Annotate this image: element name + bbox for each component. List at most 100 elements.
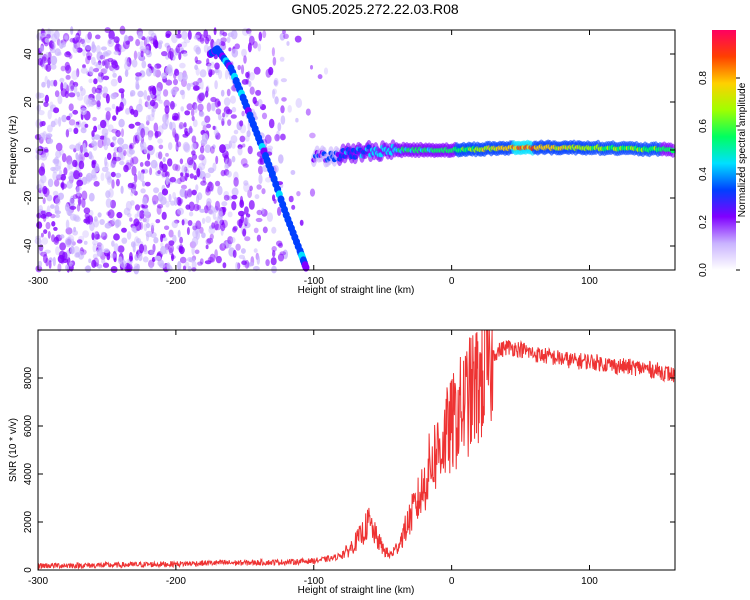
spectrogram-speckle	[98, 247, 103, 254]
spectrogram-speckle	[228, 47, 232, 52]
spectrogram-speckle	[189, 82, 196, 87]
spectrogram-speckle	[57, 192, 64, 200]
x-tick-label: -300	[28, 576, 48, 587]
spectrogram-speckle	[238, 254, 245, 259]
spectrogram-speckle	[205, 244, 209, 250]
spectrogram-speckle	[149, 264, 153, 271]
spectrogram-speckle	[132, 187, 136, 195]
spectrogram-speckle	[43, 101, 49, 108]
spectrogram-speckle	[262, 30, 267, 39]
spectrogram-speckle	[213, 220, 219, 231]
spectrogram-speckle	[187, 220, 193, 226]
spectrogram-speckle	[45, 257, 49, 267]
spectrogram-speckle	[68, 103, 74, 111]
spectrogram-speckle	[112, 72, 117, 78]
spectrogram-speckle	[164, 105, 170, 114]
spectrogram-speckle	[101, 46, 107, 51]
spectrogram-speckle	[254, 194, 260, 200]
spectrogram-speckle	[248, 200, 255, 210]
spectrogram-speckle	[70, 246, 75, 255]
spectrogram-speckle	[219, 31, 223, 37]
spectrogram-speckle	[157, 40, 164, 45]
spectrogram-speckle	[242, 228, 247, 237]
spectrogram-speckle	[151, 194, 159, 205]
spectrogram-speckle	[150, 38, 157, 45]
spectrogram-speckle	[99, 55, 106, 60]
spectrogram-speckle	[291, 204, 296, 210]
spectrogram-speckle	[98, 72, 104, 77]
spectrogram-speckle	[170, 88, 178, 96]
spectrogram-speckle	[111, 128, 119, 134]
spectrogram-speckle	[309, 188, 316, 197]
spectrogram-speckle	[239, 120, 244, 127]
spectrogram-speckle	[237, 146, 243, 156]
spectrogram-speckle	[227, 211, 233, 218]
spectrogram-speckle	[191, 142, 197, 151]
spectrogram-speckle	[118, 88, 125, 94]
spectrogram-speckle	[157, 170, 161, 175]
spectrogram-speckle	[214, 223, 222, 231]
spectrogram-speckle	[90, 155, 94, 161]
spectrogram-speckle	[41, 81, 46, 88]
spectrogram-speckle	[37, 58, 44, 66]
spectrogram-speckle	[92, 116, 97, 122]
spectrogram-speckle	[92, 243, 97, 253]
spectrogram-speckle	[72, 159, 78, 168]
spectrogram-speckle	[323, 67, 329, 75]
spectrogram-speckle	[204, 260, 212, 265]
spectrogram-speckle	[216, 215, 223, 226]
spectrogram-speckle	[162, 237, 168, 242]
spectrogram-speckle	[174, 133, 179, 143]
spectrogram-speckle	[135, 39, 141, 47]
y-tick-label: 2000	[23, 510, 34, 533]
spectrogram-speckle	[120, 185, 124, 194]
spectrogram-speckle	[264, 134, 272, 144]
spectrogram-speckle	[138, 253, 143, 262]
spectrogram-speckle	[37, 92, 45, 99]
spectrogram-speckle	[138, 98, 143, 106]
spectrogram-speckle	[236, 219, 244, 227]
spectrogram-speckle	[69, 144, 76, 150]
spectrogram-speckle	[94, 233, 101, 240]
spectrogram-speckle	[213, 27, 217, 36]
spectrogram-speckle	[198, 162, 206, 171]
spectrogram-speckle	[64, 51, 72, 58]
spectrogram-speckle	[175, 142, 179, 152]
spectrogram-speckle	[271, 246, 277, 252]
spectrogram-speckle	[195, 46, 201, 55]
spectrogram-speckle	[243, 55, 247, 64]
spectrogram-speckle	[210, 146, 215, 154]
spectrogram-speckle	[148, 134, 153, 141]
spectrogram-speckle	[258, 165, 263, 175]
spectrogram-speckle	[88, 192, 95, 202]
spectrogram-speckle	[78, 160, 85, 170]
spectrogram-speckle	[180, 41, 188, 48]
spectrogram-speckle	[194, 103, 198, 114]
spectrogram-speckle	[55, 214, 61, 218]
spectrogram-speckle	[149, 99, 156, 107]
spectrogram-speckle	[93, 262, 99, 267]
spectrogram-speckle	[168, 244, 175, 254]
spectrogram-speckle	[205, 86, 209, 93]
colorbar-label: Normalized spectral amplitude	[737, 82, 748, 217]
spectrogram-speckle	[214, 80, 218, 90]
spectrogram-speckle	[234, 43, 240, 50]
spectrogram-speckle	[179, 175, 186, 183]
y-tick-label: 20	[23, 96, 34, 108]
spectrogram-speckle	[157, 192, 164, 202]
spectrogram-speckle	[198, 111, 205, 118]
spectrogram-speckle	[103, 248, 110, 253]
spectrogram-speckle	[232, 225, 238, 232]
spectrogram-speckle	[211, 102, 216, 112]
spectrogram-speckle	[181, 30, 188, 40]
spectrogram-speckle	[127, 182, 134, 189]
spectrogram-speckle	[233, 177, 239, 187]
spectrogram-speckle	[238, 210, 245, 217]
spectrogram-speckle	[144, 181, 151, 187]
spectrogram-speckle	[165, 200, 170, 208]
spectrogram-speckle	[65, 74, 71, 80]
spectrogram-speckle	[219, 144, 226, 154]
spectrogram-speckle	[279, 56, 285, 62]
spectrogram-speckle	[227, 119, 232, 126]
spectrogram-speckle	[143, 89, 148, 100]
